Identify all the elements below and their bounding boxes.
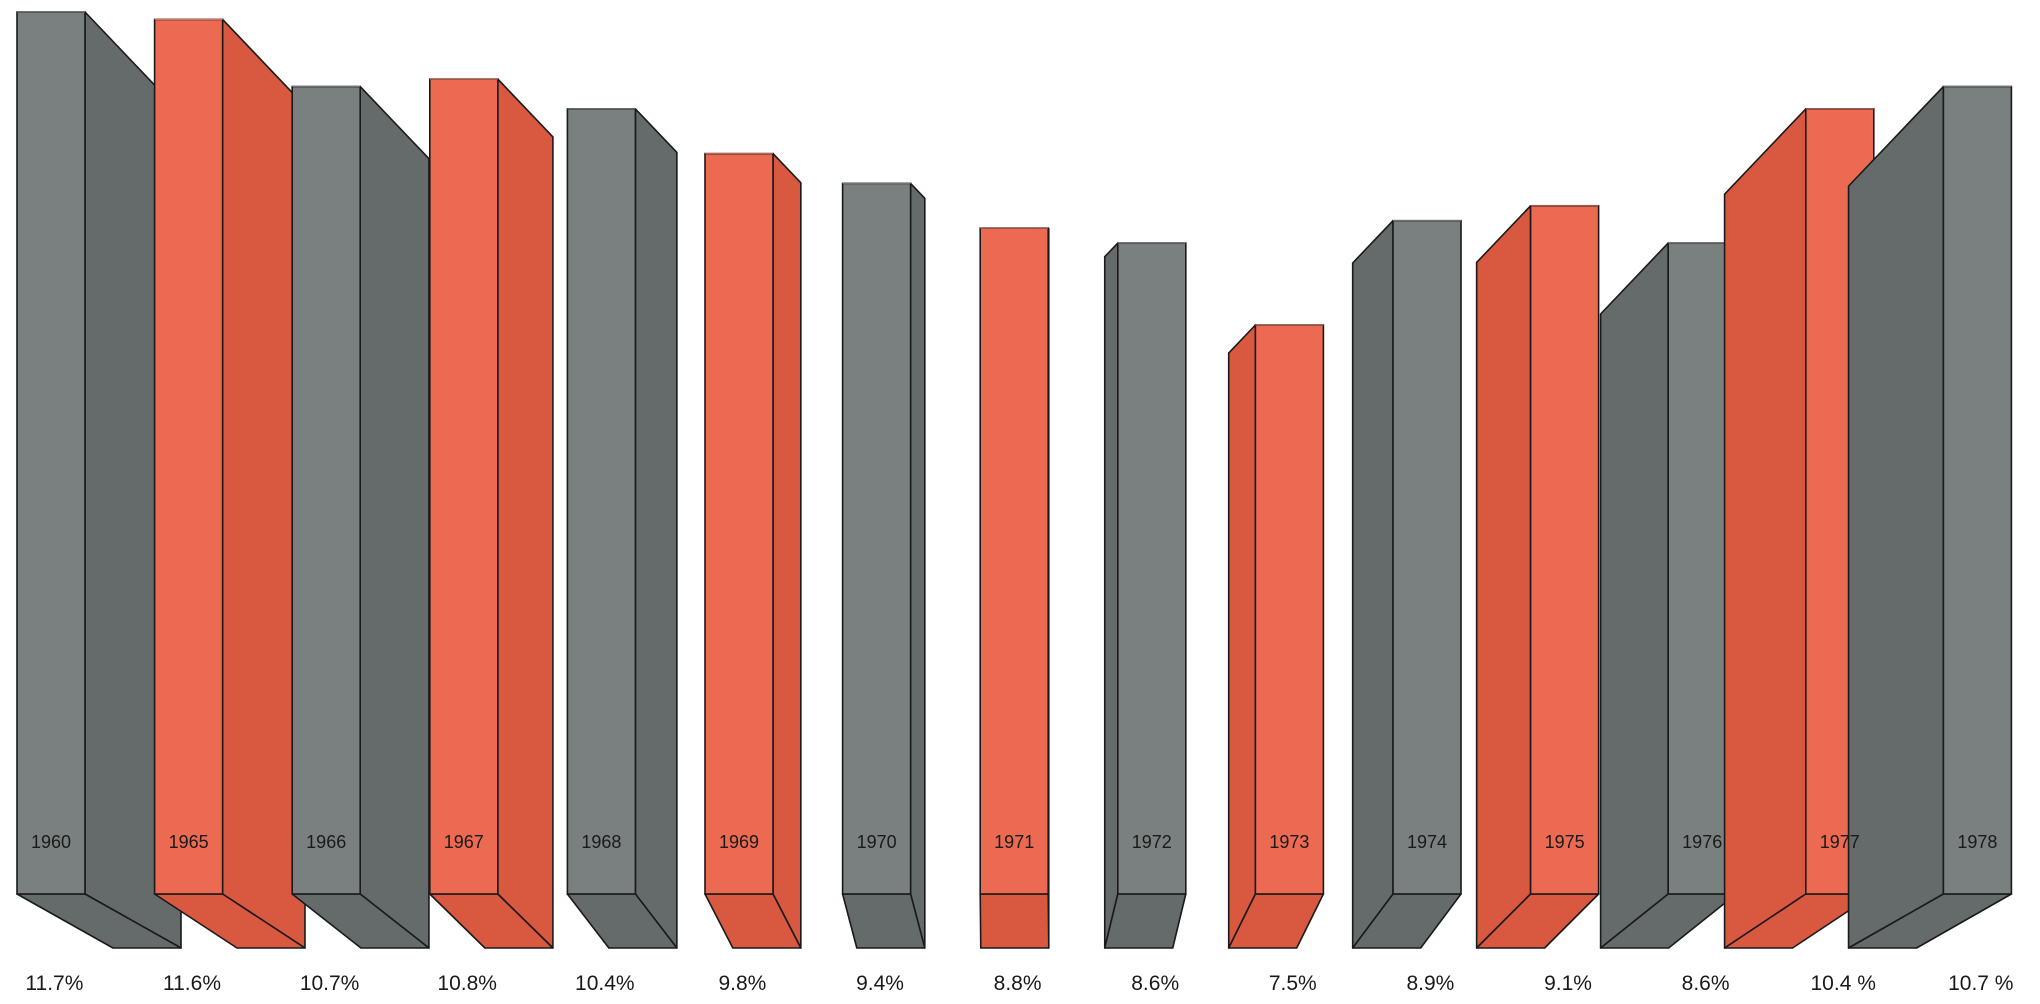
bar-front-1972	[1117, 242, 1187, 895]
bar-1972	[1103, 242, 1187, 949]
bar-1967	[428, 78, 554, 949]
year-label-1976: 1976	[1682, 832, 1722, 852]
bar-front-1978	[1942, 85, 2013, 895]
bar-front-1971	[979, 227, 1050, 895]
labels-layer: 1960 11.7% 1965 11.6% 1966 10.7% 1967 10.8% 1968…	[25, 832, 2013, 995]
bar-1974	[1351, 219, 1462, 949]
value-label-1966: 10.7%	[300, 972, 360, 995]
bar-1966	[291, 85, 430, 949]
year-label-1975: 1975	[1545, 832, 1585, 852]
bar-base-1972	[1103, 893, 1187, 949]
year-label-1966: 1966	[306, 832, 346, 852]
bar-side-1973	[1227, 324, 1257, 949]
year-label-1960: 1960	[31, 832, 71, 852]
bar-front-1970	[841, 182, 912, 895]
bar-1969	[704, 152, 802, 949]
bar-side-1969	[772, 152, 802, 949]
value-label-1978: 10.7 %	[1948, 972, 2013, 995]
bar-1978	[1847, 85, 2013, 949]
bar-base-1971	[979, 893, 1050, 949]
value-label-1968: 10.4%	[575, 972, 635, 995]
value-label-1974: 8.9%	[1406, 972, 1454, 995]
year-label-1965: 1965	[169, 832, 209, 852]
year-label-1972: 1972	[1132, 832, 1172, 852]
year-label-1969: 1969	[719, 832, 759, 852]
bar-front-1967	[428, 78, 499, 895]
bar-base-1970	[841, 893, 926, 949]
bar-side-1966	[359, 85, 430, 949]
value-label-1971: 8.8%	[994, 972, 1042, 995]
value-label-1970: 9.4%	[856, 972, 904, 995]
bar-side-1977	[1723, 108, 1807, 949]
bar-side-1970	[909, 182, 926, 949]
year-label-1974: 1974	[1407, 832, 1447, 852]
bar-side-1972	[1103, 242, 1119, 949]
year-label-1967: 1967	[444, 832, 484, 852]
value-label-1973: 7.5%	[1269, 972, 1317, 995]
bar-front-1973	[1254, 324, 1325, 895]
bars-layer	[16, 11, 2013, 949]
value-label-1967: 10.8%	[437, 972, 497, 995]
bar-side-1974	[1351, 219, 1394, 949]
bar-side-1975	[1475, 204, 1532, 949]
bar-1970	[841, 182, 926, 949]
bar-front-1968	[566, 108, 637, 895]
year-label-1978: 1978	[1957, 832, 1997, 852]
value-label-1975: 9.1%	[1544, 972, 1592, 995]
year-label-1970: 1970	[857, 832, 897, 852]
bar-front-1969	[704, 152, 774, 895]
year-label-1971: 1971	[994, 832, 1034, 852]
bar-front-1960	[16, 11, 86, 895]
value-label-1969: 9.8%	[718, 972, 766, 995]
year-label-1968: 1968	[581, 832, 621, 852]
year-label-1973: 1973	[1269, 832, 1309, 852]
bar-1975	[1475, 204, 1600, 949]
value-label-1977: 10.4 %	[1811, 972, 1876, 995]
bar-1971	[979, 227, 1050, 949]
bar-1965	[153, 18, 306, 949]
bar-side-1978	[1847, 85, 1945, 949]
year-label-1977: 1977	[1820, 832, 1860, 852]
bar-1973	[1227, 324, 1325, 949]
bar-side-1976	[1599, 242, 1669, 949]
bar-front-1966	[291, 85, 362, 895]
bar-side-1968	[634, 108, 678, 949]
bar-front-1975	[1529, 204, 1600, 895]
value-label-1965: 11.6%	[163, 972, 221, 995]
value-label-1960: 11.7%	[25, 972, 83, 995]
value-label-1972: 8.6%	[1131, 972, 1179, 995]
bar-side-1967	[496, 78, 554, 949]
value-label-1976: 8.6%	[1682, 972, 1730, 995]
bar-front-1965	[153, 18, 224, 895]
bar-1968	[566, 108, 678, 949]
bar-front-1974	[1392, 219, 1462, 895]
